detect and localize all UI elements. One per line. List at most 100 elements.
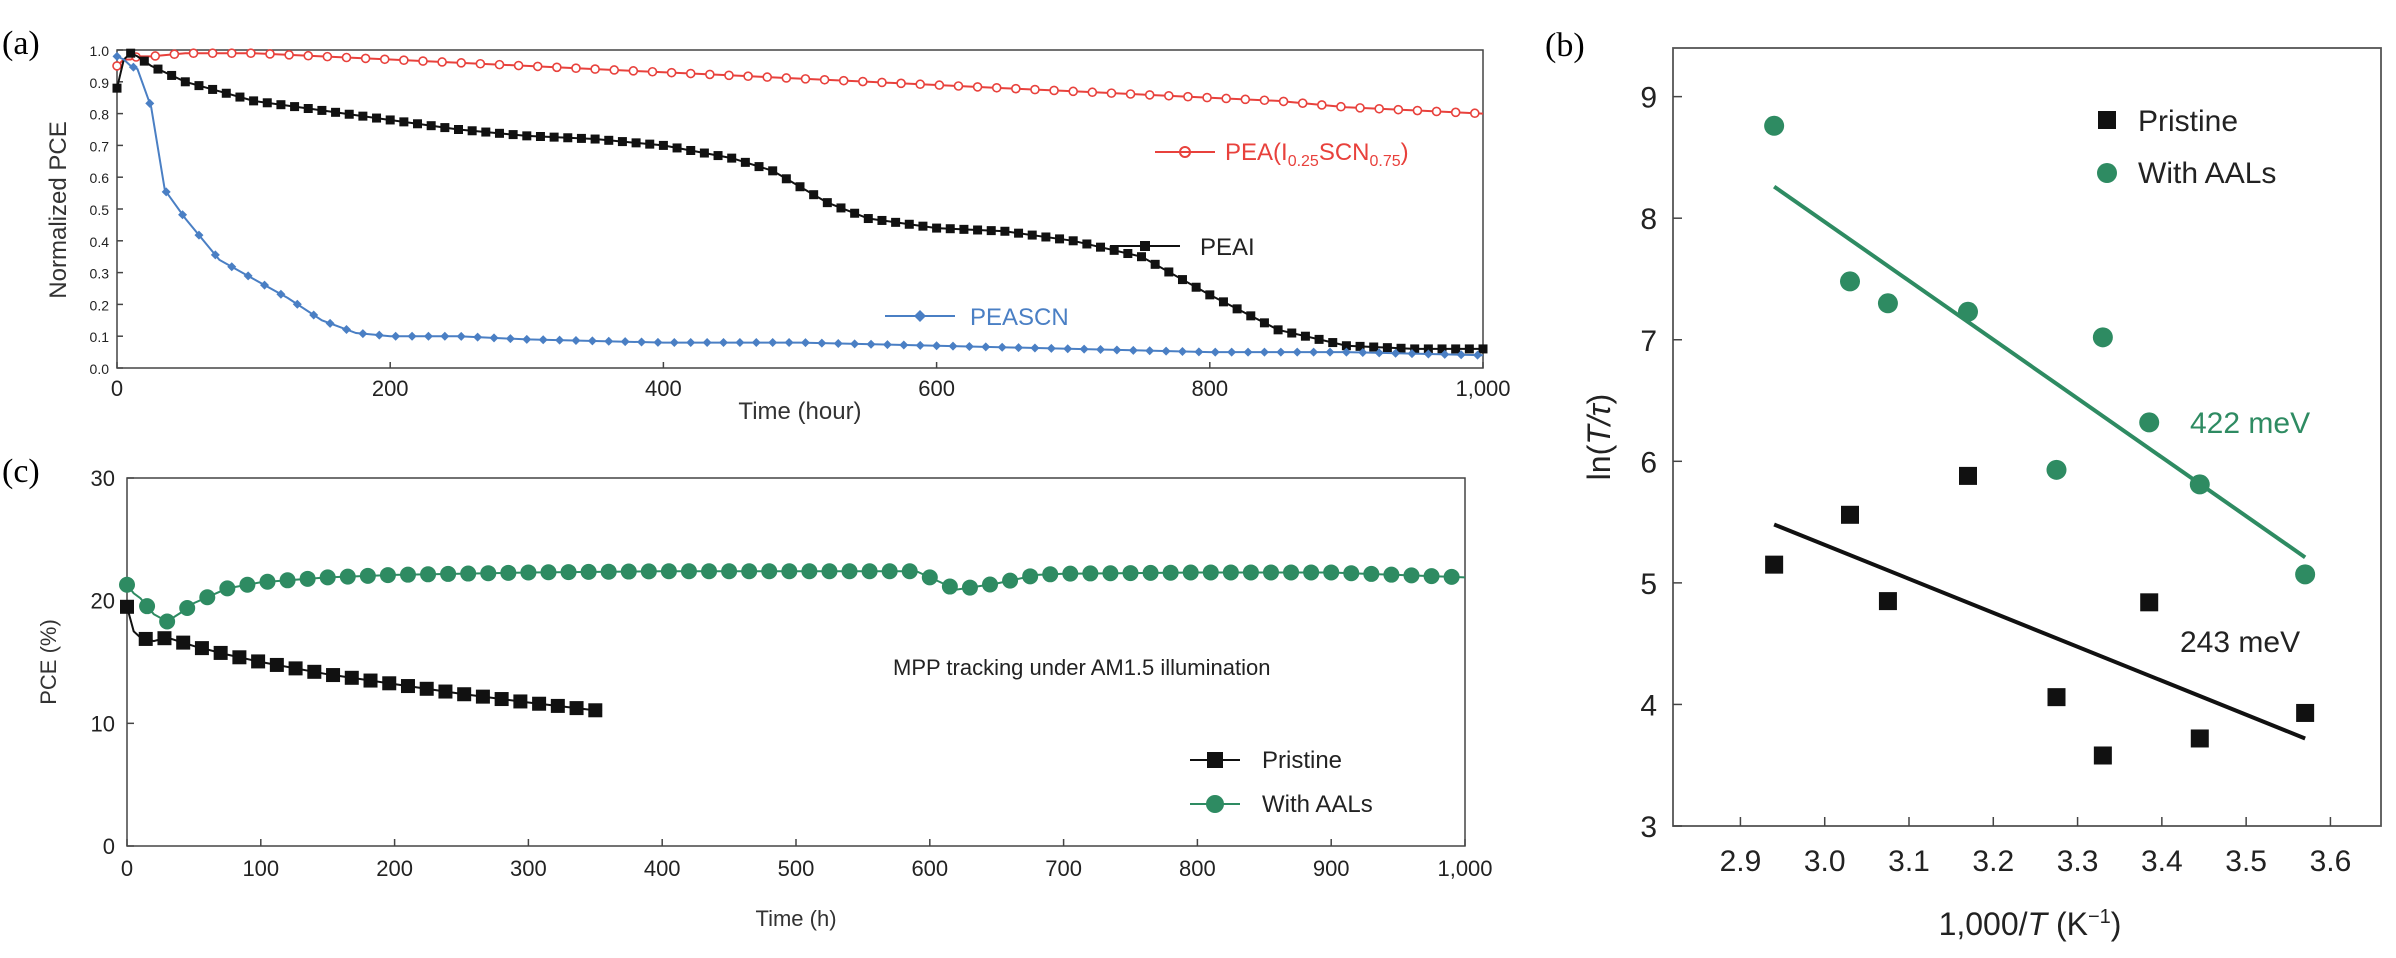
series-1-point [640,563,657,580]
series-1-point [961,579,978,596]
series-2-point [145,98,155,108]
series-2-point [1161,346,1171,356]
series-0-point [150,51,161,61]
series-1-point [921,569,938,586]
series-0-point [120,599,134,614]
series-1-point [1323,564,1340,581]
series-1-point [1122,565,1139,582]
series-1-point [801,563,818,580]
series-0-point [685,68,696,79]
panel-a-x-tick-label: 0 [111,376,123,401]
series-1-point [535,131,545,141]
panel-c-y-ticks: 0 10 20 30 [91,466,134,859]
panel-b-x-tick-label: 2.9 [1720,845,1762,878]
series-1-point [680,563,697,580]
series-1-point [235,92,245,102]
series-1-point [699,148,709,158]
series-1-point [303,104,313,114]
series-0-point [743,71,753,82]
legend-label-aals: With AALs [1262,791,1373,818]
series-0-point [475,58,486,69]
series-0-point [858,76,868,87]
series-1-point [208,84,218,94]
series-0-point [437,57,447,67]
data-point-0 [2093,746,2112,765]
series-1-point [440,565,457,582]
panel-c-x-tick-label: 200 [376,856,413,881]
series-2-point [1456,350,1466,360]
series-0-point [344,670,359,685]
series-1-point [139,56,149,66]
panel-b-x-ticks: 2.9 3.0 3.1 3.2 3.3 3.4 3.5 3.6 [1720,817,2351,878]
series-2-point [866,339,876,349]
series-1-point [600,563,617,580]
series-1-point [1443,568,1460,585]
series-1-point [481,127,491,137]
series-label-pea-iscn: PEA(I0.25SCN0.75) [1225,139,1409,170]
series-0-point [569,701,584,716]
series-0-point [972,82,983,92]
panel-a-y-tick-label: 0.3 [90,266,110,282]
data-point-0 [1959,466,1977,485]
panel-c-x-tick-label: 900 [1313,856,1350,881]
panel-a-x-tick-label: 1,000 [1455,376,1510,401]
series-2-point [1145,346,1155,356]
series-1-point [891,217,901,227]
series-1-point [781,174,791,184]
series-1-point [982,576,999,593]
series-0-point [609,65,620,75]
series-1-point [959,224,969,234]
data-point-0 [2047,688,2066,707]
panel-c-x-tick-label: 700 [1045,856,1082,881]
series-1-point [1202,564,1219,581]
series-1-point [379,567,396,584]
series-1-point [1055,234,1065,244]
series-2-point [178,210,188,220]
series-1-point [617,137,627,147]
series-1-point [460,565,477,582]
series-1-point [1355,341,1365,351]
series-2-point [1096,345,1106,355]
series-0-point [1164,90,1174,101]
series-0-point [588,703,603,718]
series-0-point [1125,89,1136,99]
series-2-point [850,339,860,349]
series-1-point [645,139,655,149]
panel-b-y-tick-label: 3 [1640,811,1657,844]
data-point-0 [2190,729,2209,748]
series-1-point [1177,275,1187,285]
series-1-point [877,215,887,225]
series-2-point [1128,345,1138,355]
series-0-point [213,645,228,660]
series-2-point [1407,349,1417,359]
series-2-point [358,329,368,339]
series-2-point [899,340,909,350]
series-1-point [1082,239,1092,249]
fit-line-1 [1772,184,2307,559]
series-0-point [781,73,792,83]
series-0-point [800,74,811,84]
series-0-point [1278,96,1289,107]
panel-c-x-tick-label: 500 [778,856,815,881]
series-1-point [413,119,423,129]
series-1-point [822,198,832,208]
series-1-point [126,48,136,58]
panel-b-x-tick-label: 3.4 [2141,845,2183,878]
legend-marker-black [1140,241,1150,251]
series-0-point [513,60,524,71]
series-1-point [1246,311,1256,321]
series-0-point [513,694,528,709]
series-1-point [761,563,778,580]
legend-marker-aals-b [2097,163,2117,183]
data-point-0 [2296,703,2315,722]
series-1-point [841,563,858,580]
series-0-point [819,74,830,85]
series-1-point [1283,564,1300,581]
series-1-point [1363,565,1380,582]
panel-c-x-tick-label: 0 [121,856,133,881]
panel-c-x-ticks: 0 100 200 300 400 500 600 700 800 900 1,000 [121,839,1493,881]
series-1-point [219,580,236,597]
series-1-point [290,102,300,112]
panel-b-y-tick-label: 6 [1640,446,1657,479]
data-point-1 [1958,301,1978,322]
